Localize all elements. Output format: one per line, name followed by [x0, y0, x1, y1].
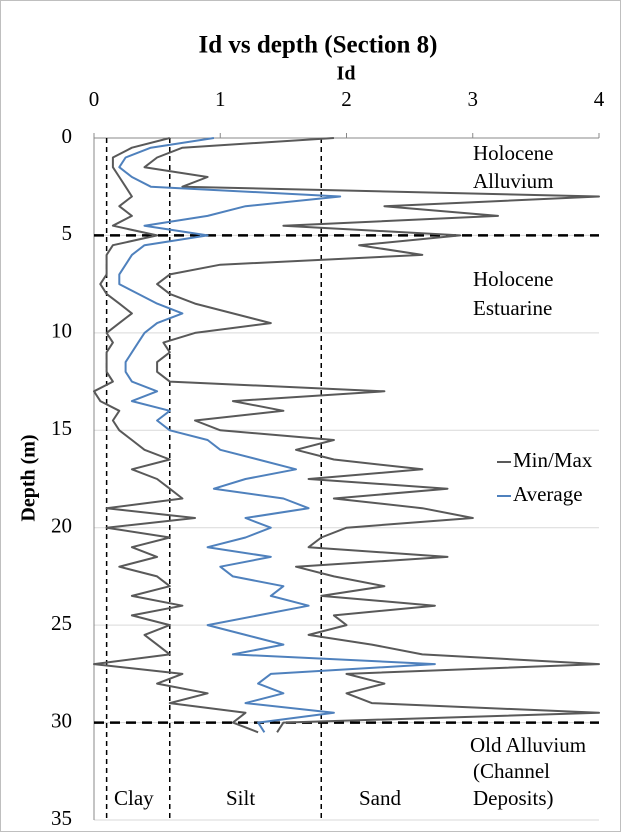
y-tick-label: 15: [51, 416, 72, 440]
y-tick-label: 10: [51, 319, 72, 343]
y-tick-label: 5: [62, 221, 73, 245]
chart-title: Id vs depth (Section 8): [199, 32, 438, 59]
y-tick-label: 30: [51, 708, 72, 732]
x-tick-label: 0: [89, 87, 100, 111]
x-tick-label: 3: [468, 87, 479, 111]
x-tick-label: 4: [594, 87, 605, 111]
annotation: Holocene: [473, 267, 553, 291]
data-line: [93, 137, 259, 734]
annotation: Holocene: [473, 141, 553, 165]
annotation: Alluvium: [473, 169, 554, 193]
data-line: [118, 137, 436, 733]
annotation: Estuarine: [473, 296, 552, 320]
annotation: Old Alluvium: [470, 733, 586, 757]
annotation: Silt: [226, 786, 255, 810]
y-tick-label: 35: [51, 806, 72, 830]
annotation: Deposits): [473, 786, 554, 810]
y-axis-title: Depth (m): [18, 434, 40, 521]
annotation: Sand: [359, 786, 402, 810]
x-tick-label: 2: [341, 87, 352, 111]
x-axis-title: Id: [337, 63, 356, 85]
annotation: (Channel: [473, 759, 550, 783]
legend-label: Average: [513, 482, 583, 506]
legend-label: Min/Max: [513, 448, 593, 472]
x-tick-label: 1: [215, 87, 226, 111]
data-line: [143, 137, 600, 733]
y-tick-label: 20: [51, 514, 72, 538]
y-tick-label: 25: [51, 611, 72, 635]
y-tick-label: 0: [62, 124, 73, 148]
annotation: Clay: [114, 786, 154, 810]
